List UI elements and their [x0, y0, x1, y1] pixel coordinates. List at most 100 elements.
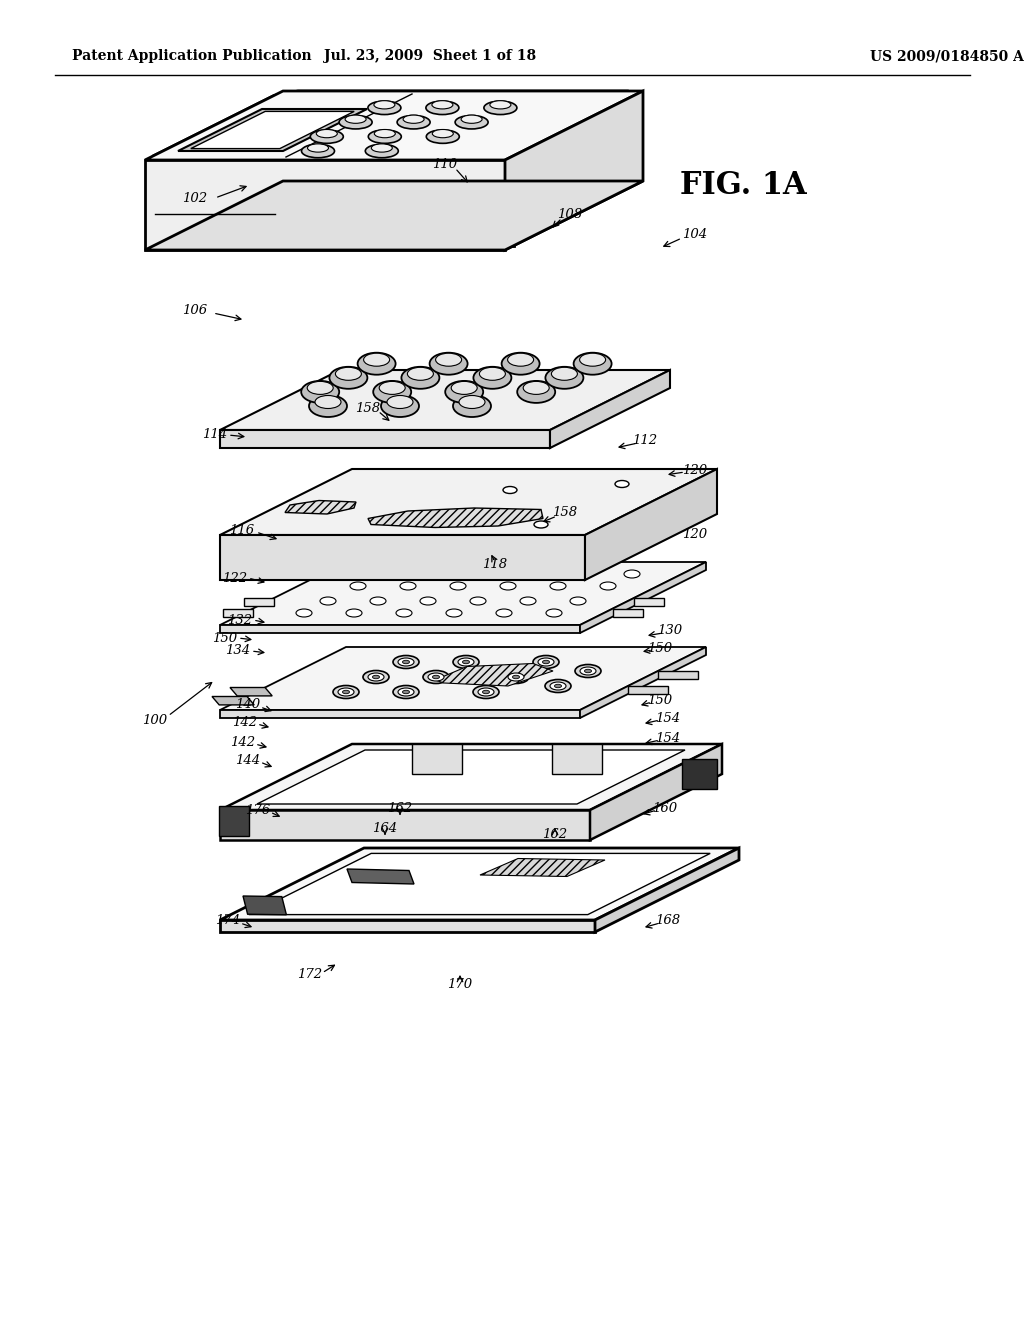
- Ellipse shape: [503, 487, 517, 494]
- Ellipse shape: [364, 354, 389, 366]
- Ellipse shape: [555, 684, 561, 688]
- Text: 164: 164: [373, 821, 397, 834]
- Polygon shape: [220, 710, 580, 718]
- Polygon shape: [249, 854, 711, 915]
- Polygon shape: [154, 91, 634, 160]
- Polygon shape: [220, 847, 739, 920]
- Ellipse shape: [424, 570, 440, 578]
- Text: 122: 122: [222, 572, 248, 585]
- Ellipse shape: [546, 609, 562, 616]
- Polygon shape: [550, 370, 670, 447]
- Text: 116: 116: [229, 524, 255, 536]
- Text: 134: 134: [225, 644, 251, 656]
- Ellipse shape: [503, 671, 529, 684]
- Ellipse shape: [479, 367, 506, 380]
- Ellipse shape: [315, 396, 341, 408]
- Ellipse shape: [484, 102, 517, 115]
- Polygon shape: [220, 920, 595, 932]
- Ellipse shape: [402, 660, 410, 664]
- Polygon shape: [220, 810, 590, 840]
- Polygon shape: [212, 697, 254, 705]
- Ellipse shape: [402, 690, 410, 694]
- Ellipse shape: [372, 144, 392, 152]
- Polygon shape: [628, 686, 668, 694]
- Ellipse shape: [450, 582, 466, 590]
- Polygon shape: [505, 91, 643, 249]
- Text: 140: 140: [236, 698, 260, 711]
- Ellipse shape: [573, 352, 611, 375]
- Polygon shape: [285, 500, 356, 513]
- Ellipse shape: [393, 656, 419, 668]
- Polygon shape: [552, 744, 602, 774]
- Polygon shape: [220, 624, 580, 634]
- Polygon shape: [634, 598, 664, 606]
- Text: 104: 104: [682, 228, 708, 242]
- Polygon shape: [220, 370, 670, 430]
- Ellipse shape: [432, 676, 439, 678]
- Text: 114: 114: [203, 429, 227, 441]
- Ellipse shape: [551, 367, 578, 380]
- Text: FIG. 1A: FIG. 1A: [680, 169, 807, 201]
- Text: 108: 108: [557, 209, 583, 222]
- Text: 150: 150: [647, 693, 673, 706]
- Ellipse shape: [575, 664, 601, 677]
- Text: 110: 110: [432, 158, 458, 172]
- Ellipse shape: [400, 582, 416, 590]
- Polygon shape: [145, 91, 643, 160]
- Ellipse shape: [373, 676, 380, 678]
- Text: 132: 132: [227, 614, 253, 627]
- Ellipse shape: [316, 129, 337, 137]
- Ellipse shape: [580, 667, 596, 675]
- Polygon shape: [244, 598, 274, 606]
- Ellipse shape: [452, 381, 477, 395]
- Polygon shape: [145, 160, 505, 249]
- Text: 112: 112: [633, 433, 657, 446]
- Text: 158: 158: [552, 507, 578, 520]
- Ellipse shape: [543, 660, 550, 664]
- Ellipse shape: [508, 354, 534, 366]
- Ellipse shape: [508, 673, 524, 681]
- Text: 168: 168: [655, 913, 681, 927]
- Ellipse shape: [478, 688, 494, 696]
- Polygon shape: [368, 508, 543, 528]
- Ellipse shape: [398, 657, 414, 667]
- Polygon shape: [243, 896, 287, 915]
- Polygon shape: [347, 869, 414, 884]
- Ellipse shape: [461, 115, 482, 123]
- Ellipse shape: [574, 570, 590, 578]
- Ellipse shape: [330, 367, 368, 389]
- Ellipse shape: [570, 597, 586, 605]
- Polygon shape: [220, 469, 717, 535]
- Ellipse shape: [473, 367, 511, 389]
- Ellipse shape: [362, 671, 389, 684]
- Ellipse shape: [420, 597, 436, 605]
- Ellipse shape: [502, 352, 540, 375]
- Text: 172: 172: [297, 969, 323, 982]
- Ellipse shape: [615, 480, 629, 487]
- Text: 154: 154: [655, 711, 681, 725]
- Ellipse shape: [369, 129, 401, 144]
- Ellipse shape: [428, 673, 444, 681]
- Polygon shape: [585, 469, 717, 579]
- Text: Patent Application Publication: Patent Application Publication: [72, 49, 311, 63]
- Ellipse shape: [463, 660, 469, 664]
- Ellipse shape: [585, 669, 592, 673]
- Ellipse shape: [396, 609, 412, 616]
- Polygon shape: [154, 156, 514, 246]
- Text: 100: 100: [142, 714, 168, 726]
- Polygon shape: [613, 609, 643, 616]
- Text: 160: 160: [652, 801, 678, 814]
- Ellipse shape: [338, 688, 354, 696]
- Polygon shape: [220, 744, 722, 810]
- Polygon shape: [682, 759, 717, 789]
- Polygon shape: [219, 805, 249, 836]
- Polygon shape: [223, 609, 253, 616]
- Ellipse shape: [357, 352, 395, 375]
- Ellipse shape: [524, 570, 540, 578]
- Text: 142: 142: [232, 715, 258, 729]
- Ellipse shape: [307, 381, 333, 395]
- Ellipse shape: [296, 609, 312, 616]
- Text: 102: 102: [182, 191, 208, 205]
- Ellipse shape: [426, 129, 460, 144]
- Ellipse shape: [538, 657, 554, 667]
